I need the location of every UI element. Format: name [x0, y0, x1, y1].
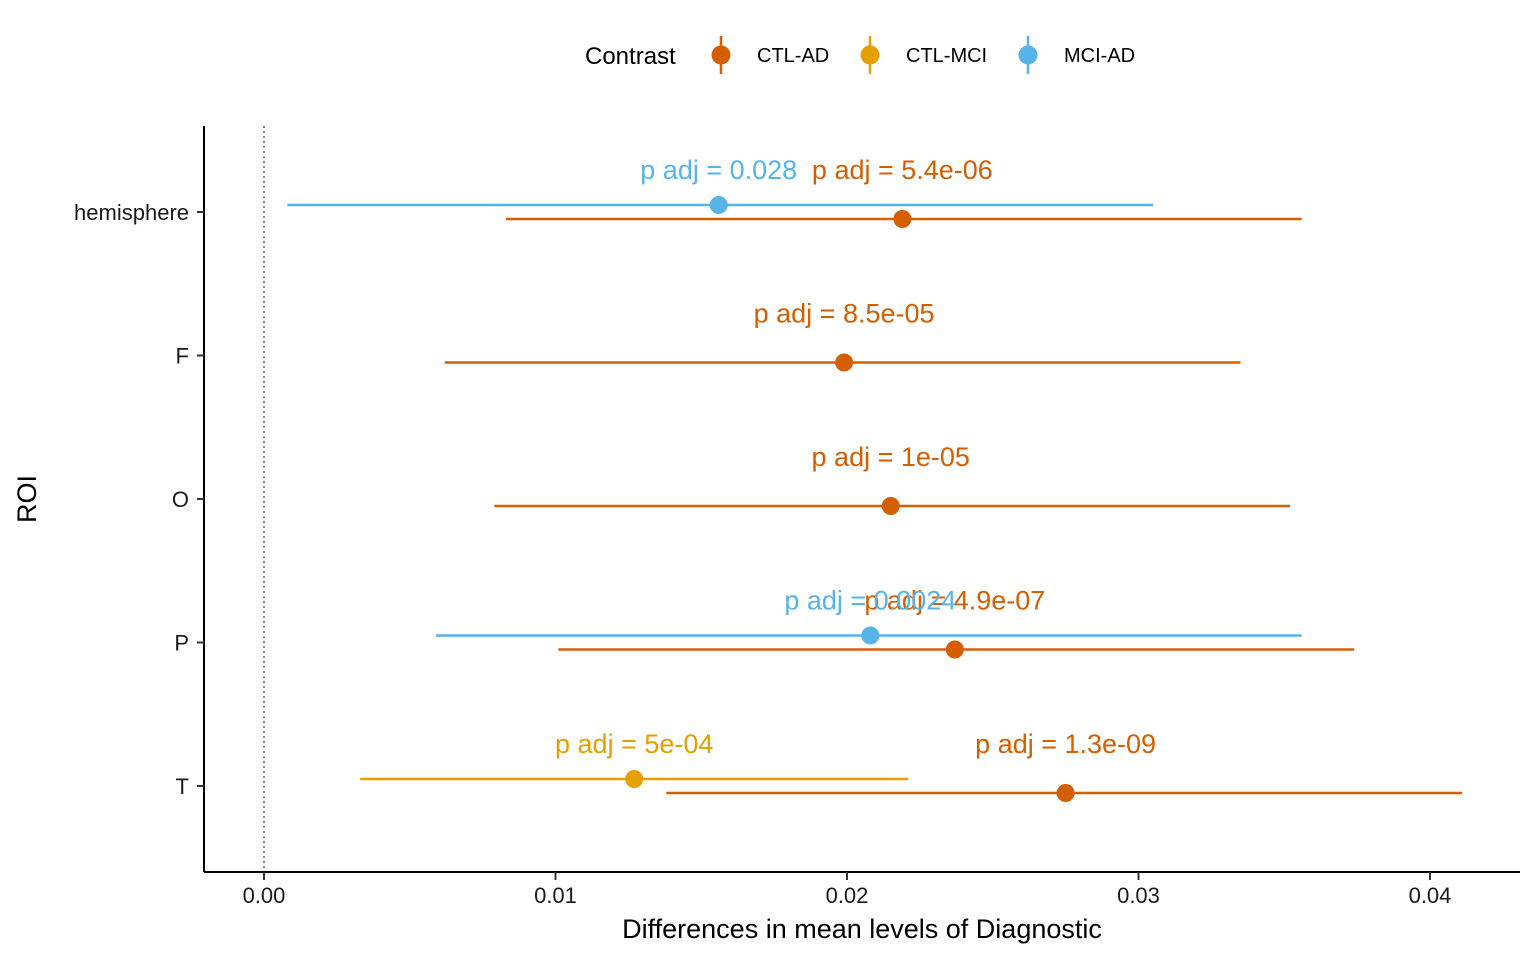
- plot-area: p adj = 5.4e-06 p adj = 8.5e-05 p adj = 1e…: [263, 126, 1463, 872]
- data-point: [625, 770, 644, 788]
- axes: 0.00 0.01 0.02 0.03 0.04 hemisphere F O P T: [74, 126, 1520, 908]
- series-mci-ad: p adj = 0.028 p adj = 0.0024: [287, 155, 1302, 645]
- data-point: [881, 497, 900, 515]
- legend-key-point: [711, 45, 731, 65]
- x-tick-label: 0.00: [243, 883, 286, 908]
- legend-key-mci-ad: MCI-AD: [1018, 36, 1135, 74]
- data-point: [861, 626, 880, 645]
- y-tick-label: O: [172, 487, 189, 512]
- legend-key-ctl-ad: CTL-AD: [711, 36, 829, 74]
- data-point: [835, 353, 854, 372]
- p-value-label: p adj = 1e-05: [812, 442, 970, 472]
- legend-key-point: [860, 45, 880, 65]
- y-tick-label: hemisphere: [74, 200, 189, 225]
- p-value-label: p adj = 1.3e-09: [975, 729, 1156, 759]
- p-value-label: p adj = 0.028: [640, 155, 797, 185]
- legend-label: CTL-MCI: [906, 45, 987, 67]
- p-value-label: p adj = 8.5e-05: [754, 299, 935, 329]
- legend-label: MCI-AD: [1064, 45, 1135, 67]
- x-tick-label: 0.03: [1117, 883, 1160, 908]
- x-axis-title: Differences in mean levels of Diagnostic: [622, 914, 1102, 944]
- data-point: [893, 210, 912, 228]
- p-value-label: p adj = 5.4e-06: [812, 155, 993, 185]
- x-tick-label: 0.04: [1409, 883, 1452, 908]
- y-axis-title: ROI: [12, 475, 42, 523]
- x-tick-label: 0.01: [534, 883, 577, 908]
- legend-key-point: [1018, 45, 1038, 65]
- data-point: [1056, 784, 1075, 802]
- data-point: [945, 640, 964, 659]
- p-value-label: p adj = 0.0024: [784, 586, 956, 616]
- p-value-label: p adj = 5e-04: [555, 729, 713, 759]
- y-tick-label: T: [176, 774, 189, 799]
- y-tick-label: P: [174, 631, 189, 656]
- p-value-label: p adj = 4.9e-07: [864, 586, 1045, 616]
- series-ctl-mci: p adj = 5e-04: [360, 729, 909, 788]
- data-point: [709, 196, 728, 214]
- legend-title: Contrast: [585, 43, 676, 70]
- legend: Contrast CTL-AD CTL-MCI MCI-AD: [585, 36, 1135, 74]
- x-tick-label: 0.02: [826, 883, 869, 908]
- y-tick-label: F: [176, 344, 189, 369]
- legend-label: CTL-AD: [757, 45, 829, 67]
- series-ctl-ad: p adj = 5.4e-06 p adj = 8.5e-05 p adj = 1e…: [444, 155, 1463, 802]
- legend-key-ctl-mci: CTL-MCI: [860, 36, 987, 74]
